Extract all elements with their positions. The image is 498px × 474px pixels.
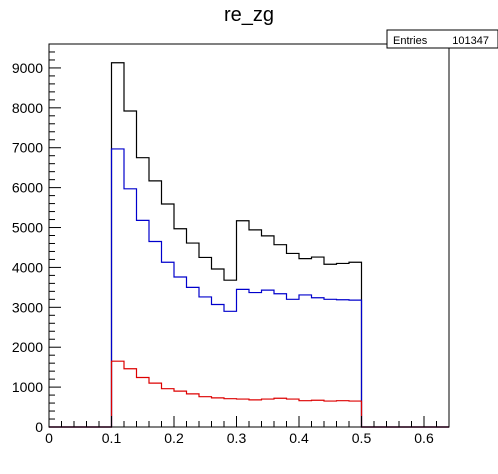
y-tick-label: 3000 (12, 299, 43, 315)
histogram-bin (337, 401, 350, 427)
y-tick-label: 6000 (12, 180, 43, 196)
y-tick-label: 9000 (12, 60, 43, 76)
x-tick-label: 0 (45, 430, 53, 446)
histogram-series-0 (49, 62, 449, 428)
y-tick-label: 1000 (12, 379, 43, 395)
histogram-bin (312, 400, 325, 427)
stats-entries-value: 101347 (452, 35, 489, 47)
histogram-bin (174, 391, 187, 427)
histogram-series-1 (49, 148, 449, 428)
y-tick-label: 4000 (12, 259, 43, 275)
x-tick-label: 0.4 (289, 430, 309, 446)
histogram-series-line (49, 148, 449, 428)
histogram-series-2 (49, 360, 449, 428)
histogram-bin (349, 401, 362, 427)
histogram-bin (212, 398, 225, 427)
stats-entries-label: Entries (393, 35, 428, 47)
histogram-bin (199, 397, 212, 427)
histogram-bin (162, 389, 175, 427)
histogram-series-line (49, 62, 449, 428)
stats-box-frame (386, 29, 498, 49)
x-tick-label: 0.1 (102, 430, 122, 446)
histogram-layer (49, 62, 449, 428)
x-tick-label: 0.3 (227, 430, 247, 446)
histogram-bin (149, 383, 162, 427)
histogram-bin (262, 399, 275, 427)
histogram-bin (187, 394, 200, 427)
histogram-bin (274, 398, 287, 427)
histogram-bin (249, 400, 262, 427)
y-tick-label: 5000 (12, 220, 43, 236)
x-tick-label: 0.2 (164, 430, 184, 446)
x-tick-label: 0.5 (352, 430, 372, 446)
y-axis: 0 1000 2000 3000 4000 5000 6000 7000 8000 9000 (12, 43, 61, 435)
x-axis: 0 0.1 0.2 0.3 0.4 0.5 0.6 (45, 416, 450, 446)
histogram-bin (299, 401, 312, 427)
histogram-series-line (49, 360, 449, 428)
x-tick-label: 0.6 (414, 430, 434, 446)
y-tick-label: 0 (35, 419, 43, 435)
y-tick-label: 8000 (12, 100, 43, 116)
stats-box: Entries 101347 (386, 29, 498, 49)
y-tick-label: 7000 (12, 140, 43, 156)
y-tick-label: 2000 (12, 339, 43, 355)
histogram-bin (224, 399, 237, 427)
histogram-bin (237, 399, 250, 427)
histogram-bin (137, 378, 150, 427)
histogram-bin (124, 369, 137, 427)
histogram-bin (112, 361, 125, 427)
histogram-bin (324, 401, 337, 427)
histogram-bin (287, 399, 300, 427)
chart-title: re_zg (224, 4, 274, 26)
